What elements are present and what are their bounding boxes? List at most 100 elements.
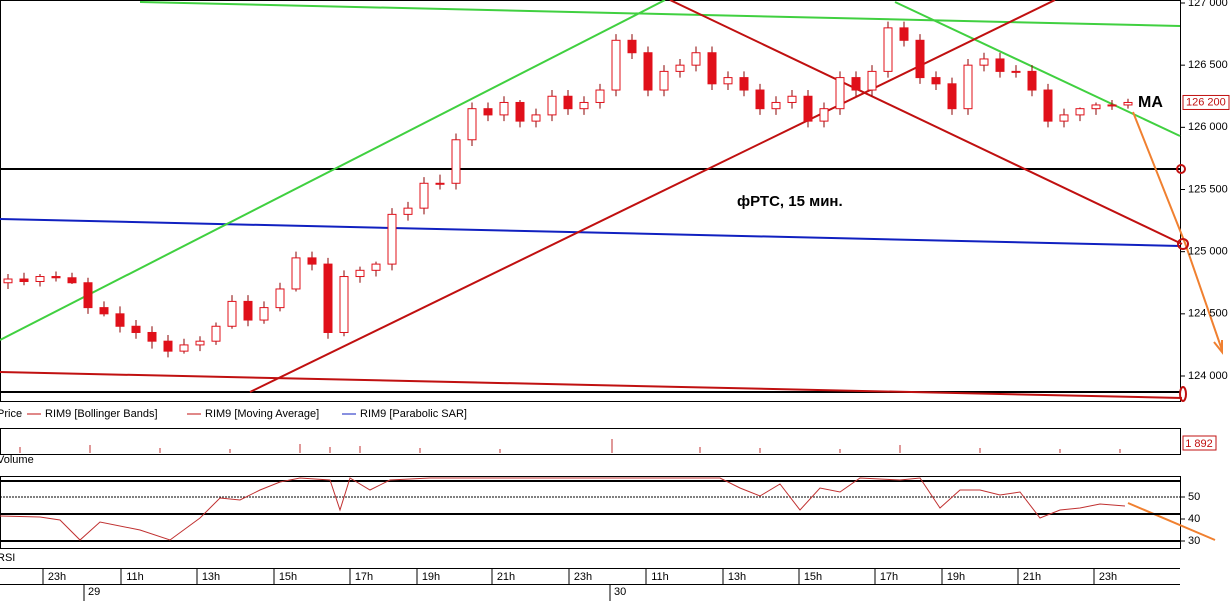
- panel-label: RSI: [0, 552, 15, 564]
- candle-body: [131, 325, 141, 333]
- rsi-line: [0, 477, 1126, 541]
- legend-entry: RIM9 [Bollinger Bands]: [45, 408, 158, 420]
- trend-line: [0, 371, 1183, 399]
- time-label: 11h: [126, 571, 144, 583]
- rsi-tick-label: 50: [1188, 491, 1200, 503]
- candle-body: [1123, 101, 1133, 106]
- time-label: 17h: [355, 571, 373, 583]
- volume-tag: [1182, 435, 1217, 451]
- candle-body: [659, 70, 669, 91]
- candle-body: [787, 95, 797, 103]
- candle-body: [275, 288, 285, 309]
- candle-body: [547, 95, 557, 116]
- candle-body: [51, 276, 61, 279]
- time-label: 23h: [1099, 571, 1117, 583]
- candle-body: [611, 39, 621, 91]
- candle-body: [1027, 70, 1037, 91]
- candle-body: [627, 39, 637, 54]
- candle-body: [563, 95, 573, 110]
- ma-label: MA: [1138, 94, 1163, 111]
- candle-body: [243, 300, 253, 321]
- candle-body: [147, 331, 157, 342]
- candle-body: [803, 95, 813, 122]
- candle-body: [947, 83, 957, 110]
- candle-body: [771, 101, 781, 110]
- candle-body: [387, 213, 397, 265]
- time-label: 19h: [422, 571, 440, 583]
- annotation: фРТС, 15 мин.: [737, 193, 843, 210]
- candle-body: [531, 114, 541, 122]
- y-tick-label: 125 500: [1188, 183, 1228, 195]
- y-tick-label: 126 500: [1188, 59, 1228, 71]
- candle-body: [499, 101, 509, 116]
- candle-body: [899, 27, 909, 41]
- legend-entry: RIM9 [Parabolic SAR]: [360, 408, 467, 420]
- time-label: 13h: [728, 571, 746, 583]
- candle-body: [931, 77, 941, 85]
- candle-body: [259, 307, 269, 321]
- volume-value: 1 892: [1185, 438, 1213, 450]
- candle-body: [435, 182, 445, 185]
- candle-body: [419, 182, 429, 209]
- candle-body: [819, 108, 829, 122]
- time-label: 15h: [804, 571, 822, 583]
- candle-body: [1011, 70, 1021, 73]
- price-panel: [0, 0, 1181, 402]
- last-price-tag: [1182, 94, 1230, 110]
- candle-body: [643, 52, 653, 91]
- candle-body: [995, 58, 1005, 72]
- last-price: 126 200: [1186, 96, 1226, 108]
- candle-body: [979, 58, 989, 66]
- marker: [1176, 164, 1186, 174]
- legend-entry: Price: [0, 408, 22, 420]
- candle-body: [227, 300, 237, 327]
- y-tick-label: 126 000: [1188, 121, 1228, 133]
- candle-body: [451, 139, 461, 184]
- time-label: 23h: [48, 571, 66, 583]
- time-label: 19h: [947, 571, 965, 583]
- marker: [1179, 386, 1187, 402]
- y-tick-label: 124 000: [1188, 370, 1228, 382]
- rsi-tick-label: 40: [1188, 513, 1200, 525]
- candle-body: [755, 89, 765, 110]
- candle-body: [403, 207, 413, 215]
- candle-body: [355, 269, 365, 278]
- candle-body: [675, 64, 685, 72]
- candle-body: [1091, 104, 1101, 110]
- candle-body: [211, 325, 221, 342]
- candle-body: [515, 101, 525, 122]
- candle-body: [691, 52, 701, 66]
- panel-label: Volume: [0, 454, 34, 466]
- trend-line: [0, 218, 1181, 247]
- candle-body: [579, 101, 589, 110]
- time-label: 15h: [279, 571, 297, 583]
- candle-body: [19, 278, 29, 283]
- candle-body: [835, 77, 845, 110]
- candle-body: [707, 52, 717, 85]
- forecast-arrow: [1127, 502, 1216, 541]
- candle-body: [739, 77, 749, 91]
- volume-bars: [19, 439, 1121, 453]
- candle-body: [723, 77, 733, 85]
- volume-panel: [0, 428, 1181, 455]
- y-tick-label: 127 000: [1188, 0, 1228, 9]
- candle-body: [483, 108, 493, 116]
- candle-body: [163, 340, 173, 352]
- time-label: 13h: [202, 571, 220, 583]
- date-label: 30: [614, 586, 626, 598]
- candle-body: [867, 70, 877, 91]
- candle-body: [1059, 114, 1069, 122]
- time-label: 17h: [880, 571, 898, 583]
- candle-body: [1075, 108, 1085, 116]
- candle-body: [963, 64, 973, 110]
- candle-body: [35, 276, 45, 283]
- time-label: 21h: [1023, 571, 1041, 583]
- legend-entry: RIM9 [Moving Average]: [205, 408, 319, 420]
- y-tick-label: 124 500: [1188, 308, 1228, 320]
- time-label: 21h: [497, 571, 515, 583]
- candle-body: [915, 39, 925, 79]
- arrow-head: [1213, 340, 1223, 355]
- candle-body: [99, 307, 109, 315]
- candle-body: [83, 282, 93, 309]
